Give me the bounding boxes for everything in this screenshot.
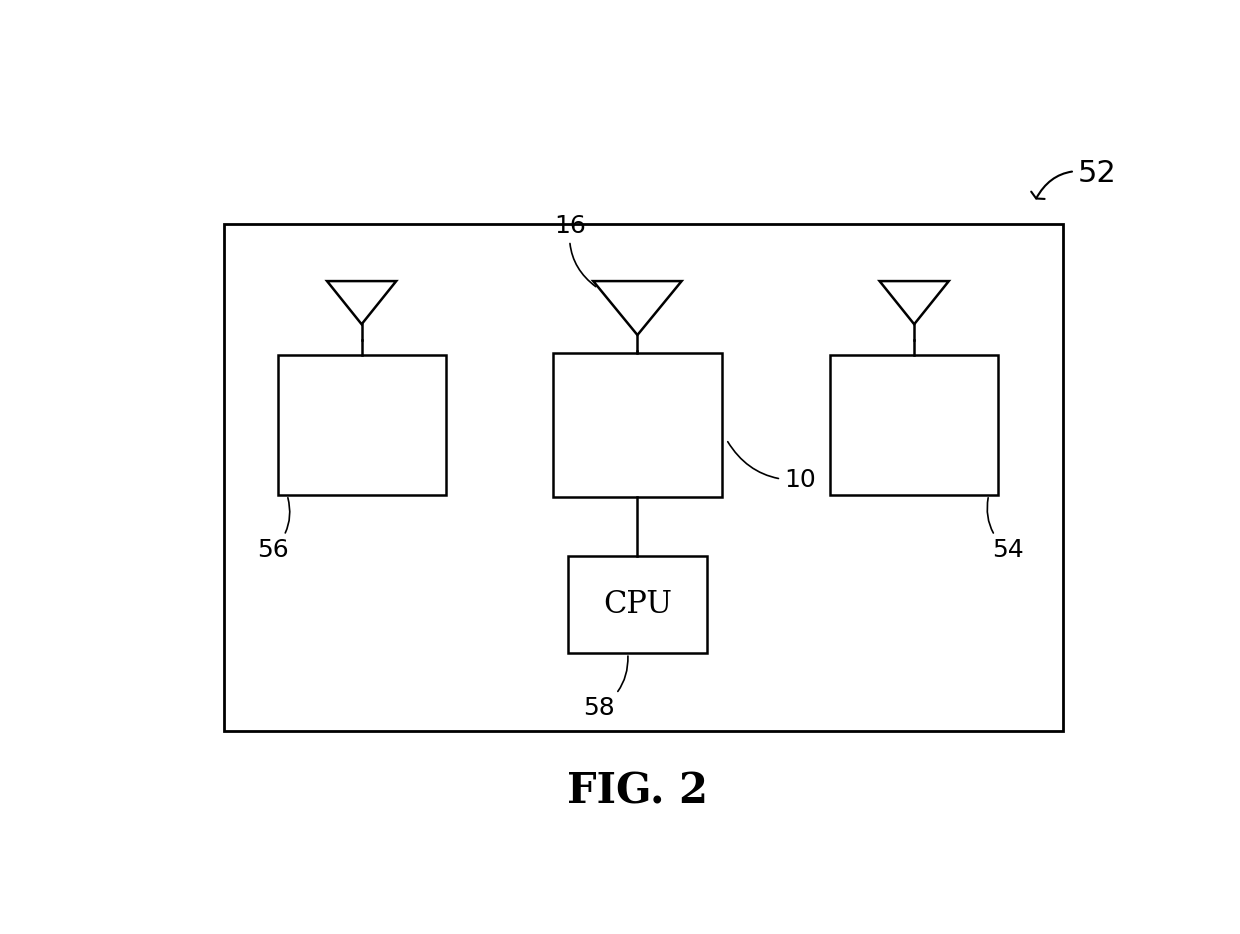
Text: 16: 16 bbox=[554, 214, 595, 287]
Text: CPU: CPU bbox=[603, 589, 672, 620]
Text: 58: 58 bbox=[583, 656, 627, 720]
Bar bbox=[830, 355, 998, 495]
Bar bbox=[278, 355, 445, 495]
Bar bbox=[568, 556, 707, 653]
Bar bbox=[224, 223, 1063, 730]
Text: 52: 52 bbox=[1032, 159, 1116, 199]
Text: FIG. 2: FIG. 2 bbox=[567, 771, 708, 813]
Text: 10: 10 bbox=[728, 442, 816, 492]
Bar bbox=[553, 353, 722, 497]
Text: 54: 54 bbox=[987, 498, 1024, 562]
Text: 56: 56 bbox=[257, 498, 290, 562]
